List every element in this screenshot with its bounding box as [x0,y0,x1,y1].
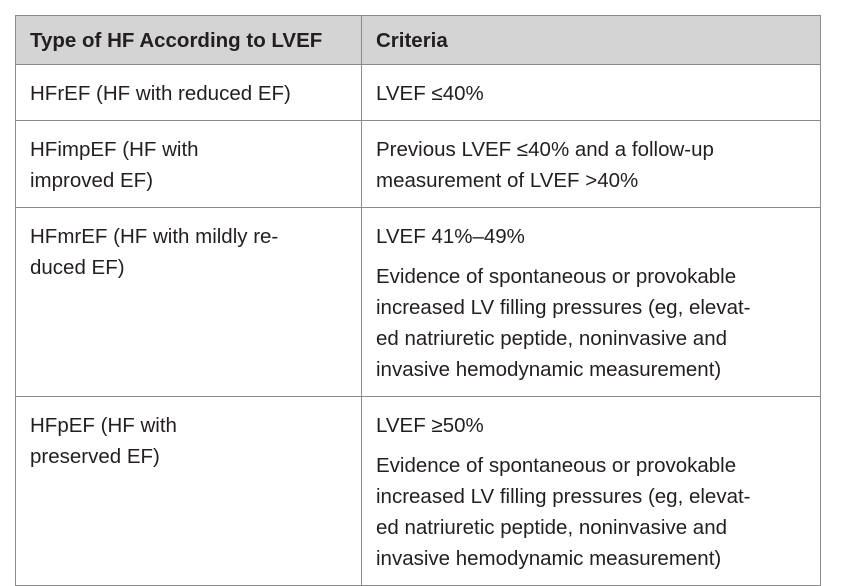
criteria-text-line: measurement of LVEF >40% [376,169,639,192]
criteria-text-line: Evidence of spontaneous or provokable [376,265,737,288]
hf-classification-table: Type of HF According to LVEF Criteria HF… [15,15,821,586]
criteria-text-line: LVEF ≥50% [376,414,484,437]
criteria-text-line: increased LV filling pressures (eg, elev… [376,296,751,319]
criteria-cell: LVEF ≥50% Evidence of spontaneous or pro… [361,396,821,586]
table-row-hfpef: HFpEF (HF with preserved EF) LVEF ≥50% E… [15,396,821,586]
criteria-cell: Previous LVEF ≤40% and a follow-up measu… [361,120,821,208]
criteria-text-line: ed natriuretic peptide, noninvasive and [376,327,728,350]
criteria-paragraph: Evidence of spontaneous or provokable in… [376,450,806,574]
criteria-paragraph: LVEF ≥50% [376,410,806,441]
type-text-line: improved EF) [30,169,154,192]
criteria-text-line: Previous LVEF ≤40% and a follow-up [376,138,714,161]
criteria-paragraph: Evidence of spontaneous or provokable in… [376,261,806,385]
criteria-paragraph: LVEF ≤40% [376,78,806,109]
type-cell: HFmrEF (HF with mildly re- duced EF) [15,207,362,397]
criteria-text-line: increased LV filling pressures (eg, elev… [376,485,751,508]
type-text-line: HFrEF (HF with reduced EF) [30,82,291,105]
criteria-text-line: invasive hemodynamic measurement) [376,358,722,381]
table-body: HFrEF (HF with reduced EF) LVEF ≤40% HFi… [15,64,821,586]
table-row-hfmref: HFmrEF (HF with mildly re- duced EF) LVE… [15,207,821,397]
type-cell: HFpEF (HF with preserved EF) [15,396,362,586]
table-row-hfref: HFrEF (HF with reduced EF) LVEF ≤40% [15,64,821,121]
type-text-line: duced EF) [30,256,125,279]
criteria-text-line: ed natriuretic peptide, noninvasive and [376,516,728,539]
criteria-text-line: LVEF 41%–49% [376,225,525,248]
type-cell: HFimpEF (HF with improved EF) [15,120,362,208]
criteria-cell: LVEF ≤40% [361,64,821,121]
table-header: Type of HF According to LVEF Criteria [15,15,821,65]
criteria-text-line: LVEF ≤40% [376,82,484,105]
criteria-text-line: Evidence of spontaneous or provokable [376,454,737,477]
type-text-line: HFmrEF (HF with mildly re- [30,225,279,248]
criteria-text-line: invasive hemodynamic measurement) [376,547,722,570]
criteria-cell: LVEF 41%–49% Evidence of spontaneous or … [361,207,821,397]
type-cell: HFrEF (HF with reduced EF) [15,64,362,121]
header-type: Type of HF According to LVEF [15,15,362,65]
type-text-line: preserved EF) [30,445,160,468]
header-criteria: Criteria [361,15,821,65]
table-row-hfimpef: HFimpEF (HF with improved EF) Previous L… [15,120,821,208]
criteria-paragraph: Previous LVEF ≤40% and a follow-up measu… [376,134,806,196]
header-row: Type of HF According to LVEF Criteria [15,15,821,65]
criteria-paragraph: LVEF 41%–49% [376,221,806,252]
type-text-line: HFpEF (HF with [30,414,177,437]
type-text-line: HFimpEF (HF with [30,138,199,161]
